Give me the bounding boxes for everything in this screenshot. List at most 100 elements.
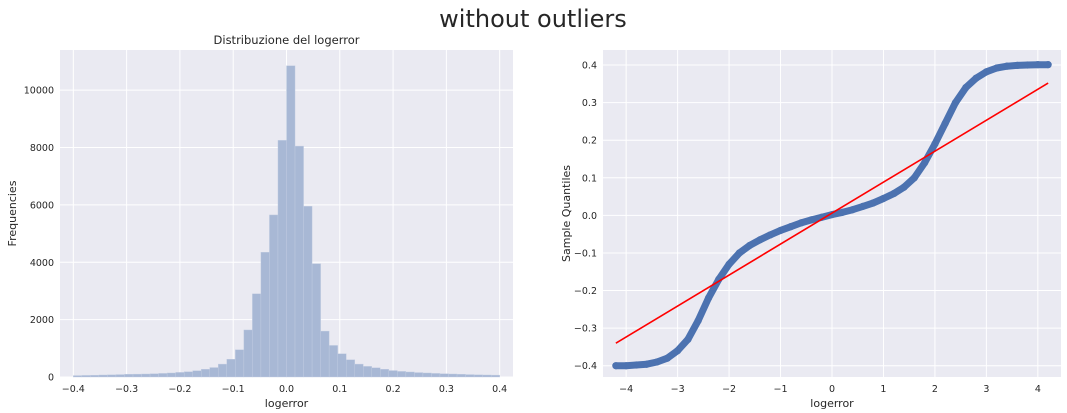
qq-plot-panel: −4 −3 −2 −1 0 1 2 3 4 −0.4 −0.3 −0.2 −0.1 0.0 0.1 0.2 0.… <box>560 50 1061 410</box>
qq-x-tick-label: −3 <box>671 384 685 395</box>
qq-y-tick-label: 0.2 <box>582 136 597 147</box>
histogram-bar <box>73 375 83 378</box>
qq-point <box>704 294 713 302</box>
histogram-x-tick-label: 0.0 <box>279 384 294 395</box>
qq-point <box>1023 61 1032 69</box>
qq-y-tick-label: −0.1 <box>574 248 597 259</box>
histogram-bar <box>439 373 449 378</box>
qq-point <box>797 219 805 227</box>
histogram-x-tick-label: −0.3 <box>115 384 138 395</box>
histogram-bar <box>320 330 330 378</box>
qq-point <box>962 83 970 92</box>
qq-point <box>694 317 702 325</box>
qq-y-tick-label: 0.3 <box>582 98 597 109</box>
qq-point <box>643 360 651 368</box>
qq-point <box>746 241 754 250</box>
histogram-bar <box>141 373 151 378</box>
histogram-x-tick-label: 0.1 <box>332 384 347 395</box>
qq-y-tick-label: 0.0 <box>582 211 597 222</box>
histogram-bar <box>414 372 424 378</box>
histogram-bar <box>277 140 287 378</box>
histogram-y-axis-label: Frequencies <box>6 180 19 246</box>
histogram-bar <box>456 374 466 378</box>
histogram-bars <box>73 65 500 378</box>
histogram-y-tick-label: 10000 <box>24 86 54 97</box>
histogram-x-tick-label: −0.2 <box>168 384 191 395</box>
histogram-ticks: −0.4 −0.3 −0.2 −0.1 0.0 0.1 0.2 0.3 0.4 0 2000 4000… <box>24 86 507 395</box>
qq-point <box>766 231 774 239</box>
qq-point <box>622 362 630 370</box>
histogram-bar <box>482 374 492 378</box>
histogram-bar <box>166 372 176 378</box>
qq-x-tick-label: 0 <box>829 384 835 395</box>
qq-point <box>951 99 960 107</box>
qq-reference-line-path <box>615 82 1049 344</box>
qq-point <box>684 335 692 344</box>
histogram-bar <box>183 371 193 378</box>
histogram-y-tick-label: 0 <box>48 373 54 384</box>
histogram-bar <box>345 359 355 378</box>
qq-x-tick-label: 3 <box>983 384 989 395</box>
histogram-x-tick-label: 0.3 <box>439 384 454 395</box>
qq-x-axis-label: logerror <box>810 397 854 410</box>
qq-y-tick-label: 0.4 <box>582 61 597 72</box>
qq-point <box>612 362 620 370</box>
histogram-bar <box>192 370 202 378</box>
histogram-bar <box>294 145 304 378</box>
histogram-y-tick-label: 6000 <box>30 200 54 211</box>
histogram-y-tick-label: 4000 <box>30 258 54 269</box>
qq-x-tick-label: −1 <box>774 384 788 395</box>
histogram-panel: −0.4 −0.3 −0.2 −0.1 0.0 0.1 0.2 0.3 0.4 0 2000 4000… <box>6 33 513 410</box>
histogram-bar <box>328 345 338 378</box>
qq-point <box>653 358 661 366</box>
qq-x-tick-label: −4 <box>619 384 633 395</box>
qq-point <box>931 140 939 148</box>
qq-point <box>787 223 795 231</box>
histogram-y-tick-label: 2000 <box>30 315 54 326</box>
histogram-bar <box>311 263 321 378</box>
histogram-bar <box>81 375 91 378</box>
histogram-bar <box>473 374 483 378</box>
histogram-bar <box>201 369 210 378</box>
qq-point <box>725 260 733 268</box>
histogram-bar <box>243 329 253 378</box>
qq-y-tick-label: 0.1 <box>582 173 597 184</box>
histogram-bar <box>303 206 313 378</box>
qq-grid <box>603 50 1061 377</box>
qq-point <box>838 208 846 216</box>
histogram-bar <box>337 353 347 378</box>
qq-point <box>879 194 888 203</box>
histogram-bar <box>149 373 159 378</box>
histogram-bar <box>422 372 432 378</box>
qq-point <box>921 159 929 167</box>
histogram-bar <box>226 359 236 378</box>
qq-x-tick-label: −2 <box>722 384 736 395</box>
histogram-bar <box>448 373 458 378</box>
qq-x-tick-label: 1 <box>880 384 886 395</box>
histogram-x-tick-label: −0.1 <box>222 384 245 395</box>
histogram-bar <box>354 363 364 378</box>
histogram-bar <box>465 374 475 378</box>
histogram-x-tick-label: 0.2 <box>386 384 401 395</box>
qq-point <box>1034 61 1042 69</box>
histogram-bar <box>397 371 407 378</box>
histogram-bar <box>107 374 117 378</box>
qq-point <box>859 202 867 210</box>
qq-point <box>993 64 1001 72</box>
histogram-bar <box>115 374 125 378</box>
histogram-bar <box>405 371 415 378</box>
qq-y-tick-label: −0.2 <box>574 286 597 297</box>
histogram-bar <box>431 373 441 378</box>
histogram-bar <box>90 375 100 378</box>
qq-point <box>982 68 990 76</box>
histogram-bar <box>260 252 270 378</box>
histogram-bar <box>158 373 168 378</box>
histogram-bar <box>371 367 381 378</box>
histogram-x-tick-label: 0.4 <box>492 384 507 395</box>
qq-point <box>776 226 785 235</box>
qq-x-tick-label: 4 <box>1035 384 1041 395</box>
figure-title: without outliers <box>439 5 627 33</box>
qq-point <box>1013 61 1021 70</box>
qq-point <box>972 74 980 82</box>
qq-point <box>1044 61 1052 69</box>
